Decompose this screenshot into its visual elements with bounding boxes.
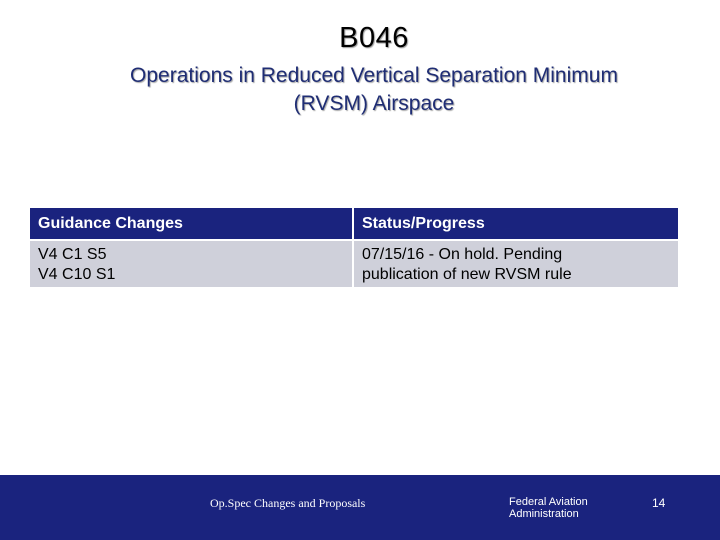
- subtitle-line-1: Operations in Reduced Vertical Separatio…: [130, 64, 618, 87]
- guidance-line-1: V4 C1 S5: [38, 246, 107, 263]
- agency-line-1: Federal Aviation: [509, 496, 588, 508]
- header-guidance-changes: Guidance Changes: [30, 208, 354, 239]
- subtitle-line-2: (RVSM) Airspace: [293, 92, 455, 115]
- page-number: 14: [652, 496, 666, 510]
- agency-line-2: Administration: [509, 508, 579, 520]
- footer-presentation-title: Op.Spec Changes and Proposals: [210, 496, 366, 510]
- slide-subtitle: Operations in Reduced Vertical Separatio…: [40, 62, 708, 118]
- guidance-line-2: V4 C10 S1: [38, 266, 116, 283]
- slide-title: B046: [339, 22, 409, 54]
- guidance-status-table: Guidance Changes Status/Progress V4 C1 S…: [30, 208, 678, 287]
- table-header-row: Guidance Changes Status/Progress: [30, 208, 678, 239]
- footer-bar: Op.Spec Changes and Proposals Federal Av…: [0, 475, 720, 540]
- status-line-2: publication of new RVSM rule: [362, 266, 572, 283]
- header-status-progress: Status/Progress: [354, 208, 678, 239]
- footer-agency-name: Federal Aviation Administration: [509, 496, 588, 520]
- table-row: V4 C1 S5 V4 C10 S1 07/15/16 - On hold. P…: [30, 241, 678, 287]
- guidance-cell: V4 C1 S5 V4 C10 S1: [30, 241, 354, 287]
- status-line-1: 07/15/16 - On hold. Pending: [362, 246, 563, 263]
- status-cell: 07/15/16 - On hold. Pending publication …: [354, 241, 678, 287]
